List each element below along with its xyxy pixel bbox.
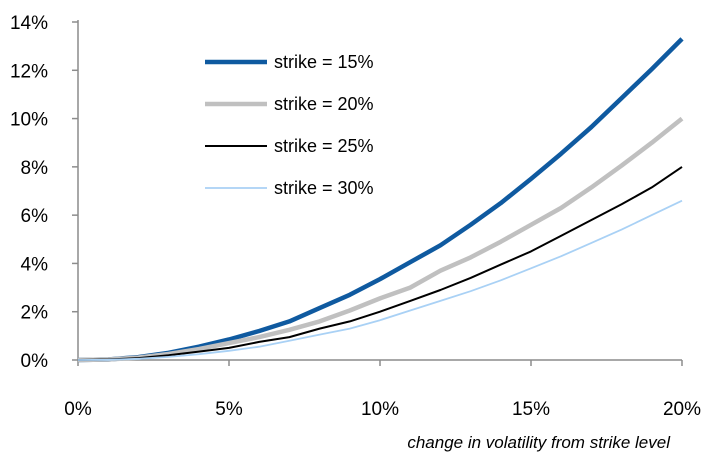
- legend-label-1: strike = 15%: [274, 52, 374, 72]
- series-layer: [77, 37, 684, 363]
- axes: 0% 2% 4% 6% 8% 10% 12% 14% 0% 5% 10% 15% 20%: [10, 13, 701, 420]
- legend-label-2: strike = 20%: [274, 94, 374, 114]
- legend-label-3: strike = 25%: [274, 136, 374, 156]
- x-tick-label: 10%: [361, 399, 399, 420]
- legend: strike = 15% strike = 20% strike = 25% stri…: [205, 52, 374, 198]
- y-tick-label: 2%: [21, 303, 49, 324]
- y-tick-label: 12%: [10, 61, 48, 82]
- x-tick-label: 15%: [512, 399, 550, 420]
- y-tick-label: 6%: [21, 206, 49, 227]
- x-tick-label: 0%: [64, 399, 92, 420]
- y-axis-ticks: 0% 2% 4% 6% 8% 10% 12% 14%: [10, 13, 78, 372]
- series-line-4: [77, 199, 683, 361]
- series-line-2: [77, 116, 684, 363]
- y-tick-label: 0%: [21, 351, 49, 372]
- x-tick-label: 20%: [663, 399, 701, 420]
- y-tick-label: 10%: [10, 110, 48, 131]
- series-line-3: [77, 166, 683, 361]
- y-tick-label: 14%: [10, 13, 48, 34]
- y-tick-label: 4%: [21, 254, 49, 275]
- x-axis-title: change in volatility from strike level: [407, 433, 671, 452]
- legend-label-4: strike = 30%: [274, 178, 374, 198]
- x-axis-ticks: 0% 5% 10% 15% 20%: [64, 360, 701, 420]
- y-tick-label: 8%: [21, 158, 49, 179]
- x-tick-label: 5%: [215, 399, 243, 420]
